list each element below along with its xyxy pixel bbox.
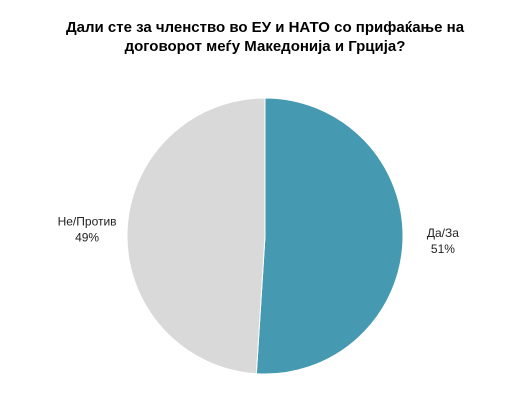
value-label: 49%: [75, 231, 99, 245]
pie-slice: [126, 97, 266, 375]
pie-slice: [255, 97, 404, 375]
slice-label: Да/За: [427, 226, 459, 240]
chart-title: Дали сте за членство во ЕУ и НАТО со при…: [65, 19, 465, 55]
slice-label: Не/Против: [58, 215, 117, 229]
value-label: 51%: [431, 242, 455, 256]
